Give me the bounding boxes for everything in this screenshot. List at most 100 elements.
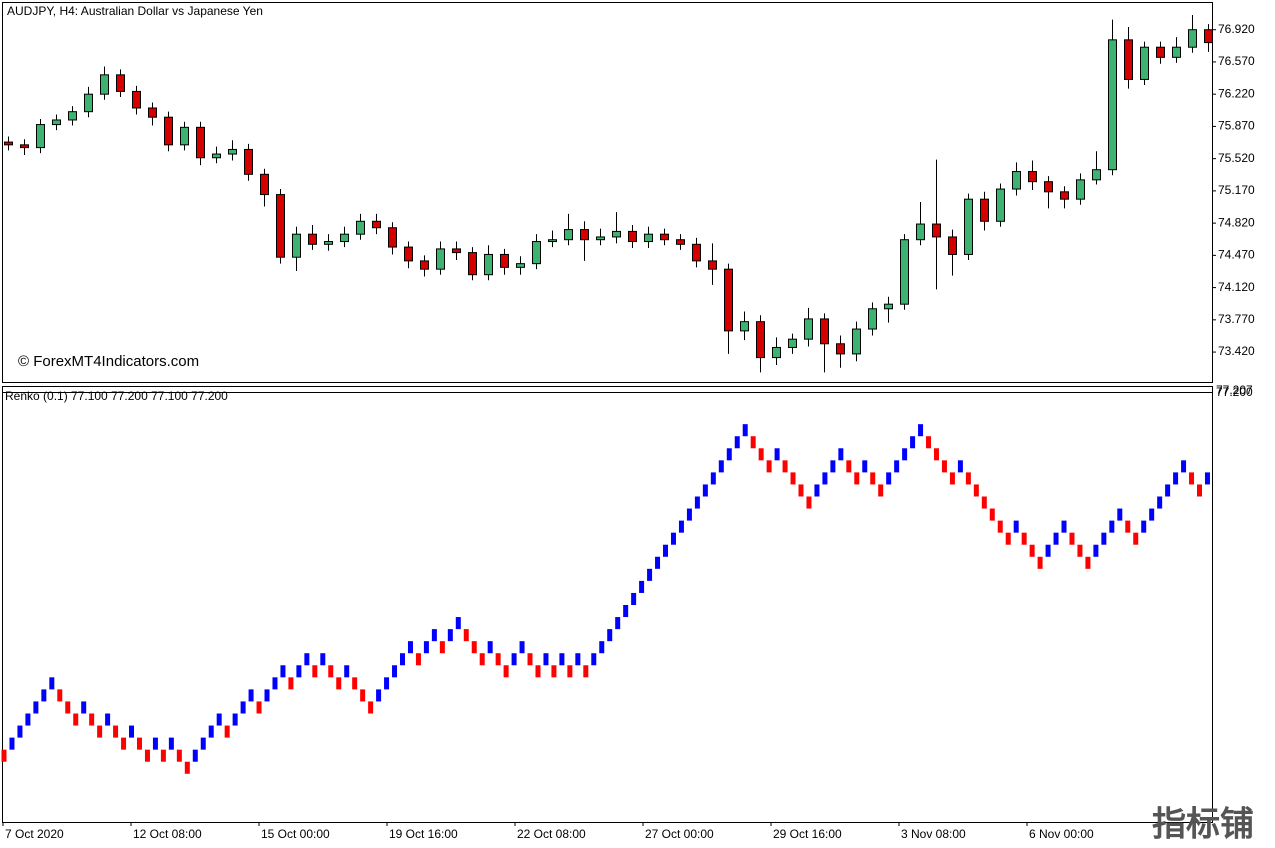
renko-brick bbox=[384, 677, 390, 690]
renko-brick bbox=[208, 725, 214, 738]
y-tick-label: 76.920 bbox=[1218, 22, 1255, 36]
renko-brick bbox=[168, 737, 174, 750]
y-tick-label: 74.820 bbox=[1218, 215, 1255, 229]
candle-body bbox=[260, 173, 269, 196]
renko-brick bbox=[814, 484, 820, 497]
renko-brick bbox=[894, 460, 900, 473]
y-tick-label: 73.420 bbox=[1218, 344, 1255, 358]
renko-brick bbox=[559, 653, 565, 666]
candle-body bbox=[548, 239, 557, 243]
renko-brick bbox=[97, 725, 103, 738]
renko-brick bbox=[718, 460, 724, 473]
renko-brick bbox=[256, 701, 262, 714]
renko-brick bbox=[647, 568, 653, 581]
y-tick-label: 75.870 bbox=[1218, 119, 1255, 133]
renko-brick bbox=[527, 653, 533, 666]
candle-body bbox=[36, 124, 45, 149]
candle-body bbox=[916, 223, 925, 241]
candle-body bbox=[404, 246, 413, 262]
renko-brick bbox=[184, 761, 190, 774]
renko-brick bbox=[1101, 532, 1107, 545]
renko-brick bbox=[320, 653, 326, 666]
x-tick-label: 6 Nov 00:00 bbox=[1029, 827, 1094, 841]
renko-brick bbox=[1173, 472, 1179, 485]
renko-brick bbox=[152, 737, 158, 750]
renko-brick bbox=[216, 713, 222, 726]
renko-brick bbox=[105, 713, 111, 726]
renko-brick bbox=[1053, 532, 1059, 545]
renko-brick bbox=[248, 689, 254, 702]
renko-brick bbox=[224, 725, 230, 738]
candle-body bbox=[20, 144, 29, 149]
renko-brick bbox=[1149, 508, 1155, 521]
candle-body bbox=[660, 233, 669, 241]
candle-body bbox=[372, 220, 381, 229]
candle-body bbox=[692, 243, 701, 262]
renko-brick bbox=[503, 665, 509, 678]
candle-body bbox=[628, 230, 637, 243]
x-tick-label: 3 Nov 08:00 bbox=[901, 827, 966, 841]
renko-brick bbox=[1117, 508, 1123, 521]
renko-brick bbox=[1109, 520, 1115, 533]
renko-brick bbox=[360, 689, 366, 702]
renko-brick bbox=[981, 496, 987, 509]
renko-brick bbox=[176, 749, 182, 762]
renko-brick bbox=[941, 460, 947, 473]
renko-brick bbox=[288, 677, 294, 690]
renko-brick bbox=[17, 725, 23, 738]
renko-brick bbox=[567, 665, 573, 678]
renko-brick bbox=[862, 460, 868, 473]
renko-brick bbox=[655, 556, 661, 569]
renko-brick bbox=[710, 472, 716, 485]
renko-brick bbox=[1197, 484, 1202, 497]
renko-brick bbox=[376, 689, 382, 702]
renko-brick bbox=[670, 532, 676, 545]
renko-brick bbox=[599, 641, 605, 654]
renko-layer bbox=[1, 424, 1210, 774]
renko-brick bbox=[846, 460, 852, 473]
renko-brick bbox=[272, 677, 278, 690]
renko-brick bbox=[734, 436, 740, 449]
candle-body bbox=[708, 260, 717, 270]
renko-brick bbox=[973, 484, 979, 497]
renko-brick bbox=[57, 689, 63, 702]
candle-body bbox=[228, 148, 237, 155]
renko-brick bbox=[639, 580, 645, 593]
renko-brick bbox=[511, 653, 517, 666]
renko-brick bbox=[910, 436, 916, 449]
renko-brick bbox=[798, 484, 804, 497]
renko-brick bbox=[758, 448, 764, 461]
candle-body bbox=[1092, 169, 1101, 181]
candle-body bbox=[580, 229, 589, 241]
renko-brick bbox=[918, 424, 924, 437]
renko-brick bbox=[407, 641, 413, 654]
renko-brick bbox=[615, 617, 621, 630]
candle-body bbox=[148, 107, 157, 118]
renko-brick bbox=[631, 592, 637, 605]
renko-brick bbox=[1077, 544, 1083, 557]
candle-body bbox=[596, 236, 605, 241]
renko-brick bbox=[1204, 472, 1210, 485]
renko-brick bbox=[1085, 556, 1091, 569]
renko-brick bbox=[686, 508, 692, 521]
renko-brick bbox=[328, 665, 334, 678]
candle-body bbox=[1188, 29, 1197, 48]
renko-brick bbox=[431, 629, 437, 642]
candle-body bbox=[68, 111, 77, 121]
candle-body bbox=[740, 321, 749, 332]
renko-brick bbox=[344, 665, 350, 678]
candle-body bbox=[308, 233, 317, 245]
renko-brick bbox=[1069, 532, 1075, 545]
renko-brick bbox=[463, 629, 469, 642]
candle-body bbox=[980, 198, 989, 222]
renko-brick bbox=[65, 701, 71, 714]
renko-brick bbox=[997, 520, 1003, 533]
renko-brick bbox=[136, 737, 142, 750]
watermark: 指标铺 bbox=[1152, 805, 1254, 845]
candle-body bbox=[1172, 46, 1181, 58]
renko-brick bbox=[678, 520, 684, 533]
renko-brick bbox=[535, 665, 541, 678]
candle-body bbox=[884, 303, 893, 310]
renko-brick bbox=[878, 484, 884, 497]
